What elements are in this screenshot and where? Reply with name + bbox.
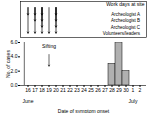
- svg-text:6.0: 6.0: [11, 39, 18, 45]
- svg-text:28: 28: [109, 87, 115, 93]
- svg-text:25: 25: [88, 87, 94, 93]
- svg-text:4.0: 4.0: [11, 53, 18, 59]
- svg-text:2: 2: [139, 87, 142, 93]
- svg-text:26: 26: [95, 87, 101, 93]
- svg-text:Sifting: Sifting: [42, 43, 56, 49]
- svg-text:No. of cases: No. of cases: [5, 50, 11, 78]
- svg-text:17: 17: [32, 87, 38, 93]
- svg-text:24: 24: [81, 87, 87, 93]
- svg-text:22: 22: [67, 87, 73, 93]
- svg-text:1: 1: [132, 87, 135, 93]
- svg-text:July: July: [129, 98, 138, 104]
- svg-text:23: 23: [74, 87, 80, 93]
- svg-text:Date of symptom onset: Date of symptom onset: [58, 108, 110, 113]
- svg-text:19: 19: [46, 87, 52, 93]
- svg-text:Archeologist C: Archeologist C: [111, 25, 141, 30]
- svg-text:18: 18: [39, 87, 45, 93]
- svg-text:30: 30: [123, 87, 129, 93]
- svg-text:Archeologist A: Archeologist A: [111, 12, 140, 17]
- svg-text:20: 20: [53, 87, 59, 93]
- svg-text:2.0: 2.0: [11, 68, 18, 74]
- svg-text:21: 21: [60, 87, 66, 93]
- svg-text:Volunteers/leaders: Volunteers/leaders: [103, 31, 141, 36]
- svg-text:June: June: [23, 98, 34, 104]
- svg-text:29: 29: [116, 87, 122, 93]
- svg-text:16: 16: [25, 87, 31, 93]
- svg-text:Archeologist B: Archeologist B: [111, 18, 140, 23]
- svg-text:0.0: 0.0: [11, 82, 18, 88]
- svg-text:Work days at site: Work days at site: [106, 1, 144, 7]
- svg-text:27: 27: [102, 87, 108, 93]
